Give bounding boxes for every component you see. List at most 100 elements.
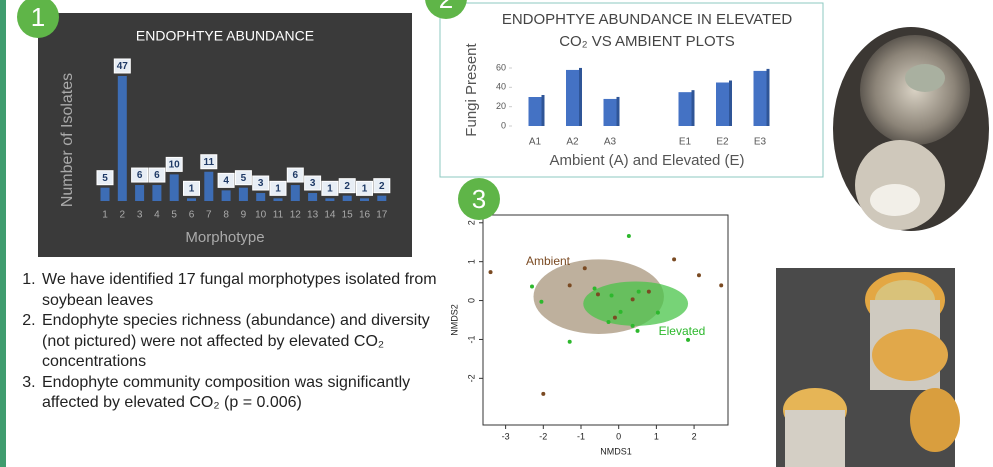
y-tick-label: 0 xyxy=(466,298,476,303)
bar xyxy=(204,172,213,201)
x-tick-label: 8 xyxy=(223,210,229,221)
point xyxy=(568,340,572,344)
bar xyxy=(118,76,127,201)
point xyxy=(719,283,723,287)
point xyxy=(637,290,641,294)
bar xyxy=(325,198,334,201)
y-tick-label: 40 xyxy=(496,82,506,92)
x-tick-label: 6 xyxy=(189,210,195,221)
petri-photo xyxy=(833,27,989,231)
point xyxy=(672,257,676,261)
y-tick-label: -1 xyxy=(466,335,476,343)
ellipse xyxy=(583,282,688,326)
x-tick-label: 4 xyxy=(154,210,160,221)
point xyxy=(541,392,545,396)
bar xyxy=(152,185,161,201)
x-tick-label: 10 xyxy=(255,210,267,221)
value-label: 2 xyxy=(379,181,385,192)
point xyxy=(539,300,543,304)
x-tick-label: 12 xyxy=(290,210,302,221)
point xyxy=(607,320,611,324)
x-tick-label: E2 xyxy=(716,137,729,148)
value-label: 3 xyxy=(258,178,264,189)
value-label: 2 xyxy=(344,181,350,192)
note: Endophyte community composition was sign… xyxy=(40,373,460,414)
x-tick-label: 7 xyxy=(206,210,212,221)
x-tick-label: 16 xyxy=(359,210,371,221)
point xyxy=(636,329,640,333)
note: We have identified 17 fungal morphotypes… xyxy=(40,270,460,311)
point xyxy=(593,287,597,291)
bar xyxy=(187,198,196,201)
point xyxy=(568,283,572,287)
bar xyxy=(256,193,265,201)
bar xyxy=(101,188,110,201)
stack-photo xyxy=(776,268,960,467)
poster: ENDOPHTYE ABUNDANCE Number of Isolates M… xyxy=(0,0,993,467)
value-label: 6 xyxy=(137,170,143,181)
x-axis-label: Ambient (A) and Elevated (E) xyxy=(549,152,744,169)
point xyxy=(631,324,635,328)
bar xyxy=(604,99,617,126)
value-label: 1 xyxy=(327,183,333,194)
x-tick-label: -1 xyxy=(577,431,585,441)
point xyxy=(631,297,635,301)
bar-side xyxy=(617,97,620,126)
x-tick-label: 14 xyxy=(324,210,336,221)
bar xyxy=(377,196,386,201)
y-axis-label: Fungi Present xyxy=(463,42,480,136)
x-tick-label: 2 xyxy=(692,431,697,441)
bar xyxy=(529,97,542,126)
x-tick-label: A1 xyxy=(529,137,542,148)
value-label: 1 xyxy=(362,183,368,194)
badge-label: 1 xyxy=(31,2,45,32)
value-label: 5 xyxy=(241,173,247,184)
y-tick-label: -2 xyxy=(466,374,476,382)
bar xyxy=(716,83,729,127)
bar xyxy=(754,71,767,126)
bar xyxy=(291,185,300,201)
point xyxy=(627,234,631,238)
y-tick-label: 2 xyxy=(466,220,476,225)
value-label: 47 xyxy=(117,61,129,72)
bar xyxy=(239,188,248,201)
x-tick-label: E1 xyxy=(679,137,692,148)
notes: We have identified 17 fungal morphotypes… xyxy=(18,270,460,414)
value-label: 10 xyxy=(169,160,181,171)
point xyxy=(583,266,587,270)
x-axis-label: NMDS1 xyxy=(600,446,632,456)
x-tick-label: 3 xyxy=(137,210,143,221)
x-tick-label: 11 xyxy=(273,210,284,221)
bar-side xyxy=(767,69,770,126)
side-strip xyxy=(0,0,6,467)
bar xyxy=(222,190,231,201)
x-tick-label: A2 xyxy=(566,137,579,148)
x-tick-label: 15 xyxy=(342,210,354,221)
bar xyxy=(566,70,579,126)
value-label: 6 xyxy=(154,170,160,181)
x-tick-label: -3 xyxy=(502,431,510,441)
note: Endophyte species richness (abundance) a… xyxy=(40,311,460,373)
x-tick-label: 1 xyxy=(102,210,108,221)
point xyxy=(619,310,623,314)
x-tick-label: 17 xyxy=(376,210,388,221)
series-label: Ambient xyxy=(526,254,571,268)
value-label: 1 xyxy=(189,183,195,194)
x-tick-label: 0 xyxy=(616,431,621,441)
point xyxy=(610,294,614,298)
point xyxy=(613,316,617,320)
value-label: 11 xyxy=(204,157,215,168)
bar xyxy=(360,198,369,201)
bar xyxy=(679,92,692,126)
y-tick-label: 60 xyxy=(496,62,506,72)
y-axis-label: Number of Isolates xyxy=(59,73,76,207)
point xyxy=(596,292,600,296)
bar-side xyxy=(579,68,582,126)
bar xyxy=(274,198,283,201)
value-label: 5 xyxy=(102,173,108,184)
x-tick-label: 9 xyxy=(241,210,247,221)
point xyxy=(489,270,493,274)
x-tick-label: 5 xyxy=(171,210,177,221)
bar-side xyxy=(692,90,695,126)
x-tick-label: E3 xyxy=(754,137,767,148)
